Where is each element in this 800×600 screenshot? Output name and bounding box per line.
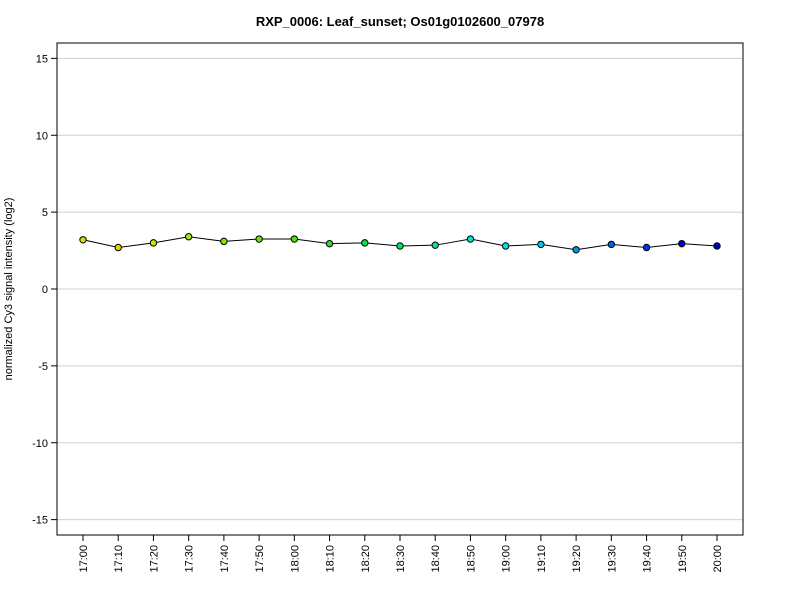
x-tick-label: 17:20 (148, 545, 160, 573)
y-tick-label: 15 (36, 53, 48, 65)
x-tick-label: 17:50 (254, 545, 266, 573)
x-tick-label: 18:20 (360, 545, 372, 573)
x-tick-label: 19:50 (677, 545, 689, 573)
x-tick-label: 18:10 (325, 545, 337, 573)
data-point (290, 235, 299, 243)
series (79, 233, 721, 254)
x-tick-label: 19:30 (606, 545, 618, 573)
y-tick-label: 10 (36, 130, 48, 142)
y-tick-label: -5 (38, 361, 48, 373)
x-tick-label: 19:20 (571, 545, 583, 573)
x-tick-label: 18:50 (465, 545, 477, 573)
y-tick-label: 0 (42, 284, 48, 296)
chart-title: RXP_0006: Leaf_sunset; Os01g0102600_0797… (256, 14, 544, 29)
x-tick-label: 19:00 (501, 545, 513, 573)
data-point (537, 240, 545, 249)
x-tick-label: 17:00 (78, 545, 90, 573)
x-tick-label: 17:30 (184, 545, 196, 573)
data-point (79, 236, 87, 244)
data-point (396, 242, 404, 250)
data-point (607, 240, 616, 249)
data-point (149, 239, 158, 247)
y-tick-label: 5 (42, 207, 48, 219)
data-point (678, 239, 686, 248)
data-point (184, 233, 193, 241)
x-tick-label: 20:00 (712, 545, 724, 573)
x-tick-label: 17:10 (113, 545, 125, 573)
x-tick-label: 18:00 (289, 545, 301, 573)
x-tick-label: 19:10 (536, 545, 548, 573)
x-tick-label: 18:30 (395, 545, 407, 573)
data-point (220, 237, 228, 246)
data-point (361, 239, 369, 247)
x-axis: 17:00 17:10 17:20 17:30 17:40 17:50 18:00 18:10… (78, 535, 724, 573)
y-tick-label: -15 (32, 515, 48, 527)
x-tick-label: 17:40 (219, 545, 231, 573)
x-tick-label: 18:40 (430, 545, 442, 573)
gridlines (57, 57, 743, 521)
data-point (255, 235, 263, 243)
x-tick-label: 19:40 (642, 545, 654, 573)
data-point (466, 235, 475, 243)
data-point (114, 243, 122, 252)
data-point (713, 242, 721, 250)
y-tick-label: -10 (32, 438, 48, 450)
y-axis-label: normalized Cy3 signal intensity (log2) (3, 198, 15, 381)
y-axis: 15 10 5 0 -5 -10 -15 (32, 53, 57, 527)
data-point (572, 246, 580, 254)
data-point (501, 242, 510, 250)
data-point (325, 239, 334, 248)
data-point (642, 243, 651, 252)
data-point (431, 241, 439, 249)
